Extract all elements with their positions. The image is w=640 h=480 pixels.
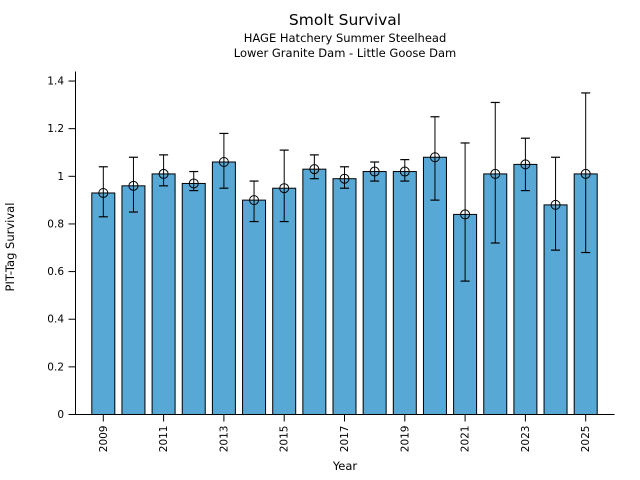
- errorbar-2013: [218, 132, 229, 189]
- errorbar-2025: [580, 92, 591, 254]
- y-axis-ticks: 0 0.2 0.4 0.6 0.8 1 1.2 1.4: [47, 76, 76, 421]
- marker-2024: [550, 199, 561, 210]
- y-tick-label: 0.6: [47, 266, 64, 278]
- bar-2012: [181, 182, 206, 415]
- errorbar-2018: [369, 161, 380, 182]
- errorbar-2010: [128, 156, 139, 213]
- x-tick-label-2009: 2009: [98, 426, 110, 453]
- marker-2013: [218, 157, 229, 168]
- chart-subtitle-line2: Lower Granite Dam - Little Goose Dam: [233, 46, 457, 60]
- errorbar-2024: [550, 156, 561, 251]
- errorbar-2012: [188, 170, 199, 192]
- marker-2016: [309, 164, 320, 175]
- marker-2025: [580, 168, 591, 179]
- bar-2009: [91, 192, 116, 415]
- x-tick-label-2015: 2015: [279, 426, 291, 453]
- x-tick-label-2025: 2025: [580, 426, 592, 453]
- marker-2018: [369, 166, 380, 177]
- marker-2010: [128, 180, 139, 191]
- marker-2019: [399, 166, 410, 177]
- bar-2011: [151, 173, 176, 415]
- x-tick-label-2019: 2019: [399, 426, 411, 453]
- errorbar-2015: [279, 149, 290, 223]
- bar-2013: [211, 161, 236, 415]
- marker-2011: [158, 168, 169, 179]
- marker-2021: [460, 209, 471, 220]
- x-axis-ticks: 2009 2011 2013 2015 2017 2019 2021 2023 2025: [98, 414, 592, 453]
- chart-title: Smolt Survival: [288, 11, 402, 29]
- bar-2023: [513, 163, 538, 415]
- errorbar-2014: [249, 180, 260, 223]
- errorbar-2020: [429, 116, 440, 201]
- bar-2010: [121, 185, 146, 415]
- x-tick-label-2017: 2017: [339, 426, 351, 453]
- errorbar-2011: [158, 154, 169, 187]
- bar-2016: [302, 168, 327, 415]
- x-tick-label-2011: 2011: [158, 426, 170, 453]
- marker-2020: [429, 152, 440, 163]
- errorbar-2019: [399, 159, 410, 182]
- bar-2014: [242, 199, 267, 415]
- marker-2014: [249, 195, 260, 206]
- marker-2009: [98, 187, 109, 198]
- errorbar-2022: [490, 101, 501, 244]
- y-tick-label: 1.4: [47, 76, 64, 88]
- x-tick-label-2013: 2013: [218, 426, 230, 453]
- y-tick-label: 1.2: [47, 123, 64, 135]
- errorbar-2009: [98, 166, 109, 218]
- y-tick-label: 0.4: [47, 314, 64, 326]
- y-tick-label: 0.2: [47, 361, 64, 373]
- errorbar-2016: [309, 154, 320, 180]
- marker-2012: [188, 178, 199, 189]
- bar-2017: [332, 178, 357, 415]
- marker-2022: [490, 168, 501, 179]
- x-tick-label-2021: 2021: [460, 426, 472, 453]
- x-axis-label: Year: [332, 459, 358, 473]
- y-tick-label: 1: [57, 171, 64, 183]
- errorbar-2017: [339, 166, 350, 189]
- bar-2019: [392, 171, 417, 415]
- marker-2023: [520, 159, 531, 170]
- x-tick-label-2023: 2023: [520, 426, 532, 453]
- marker-2017: [339, 173, 350, 184]
- errorbar-2023: [520, 137, 531, 192]
- y-tick-label: 0: [57, 409, 64, 421]
- marker-2015: [279, 183, 290, 194]
- errorbar-2021: [460, 142, 471, 282]
- chart-subtitle-line1: HAGE Hatchery Summer Steelhead: [243, 31, 447, 45]
- y-tick-label: 0.8: [47, 218, 64, 230]
- bar-2018: [362, 171, 387, 415]
